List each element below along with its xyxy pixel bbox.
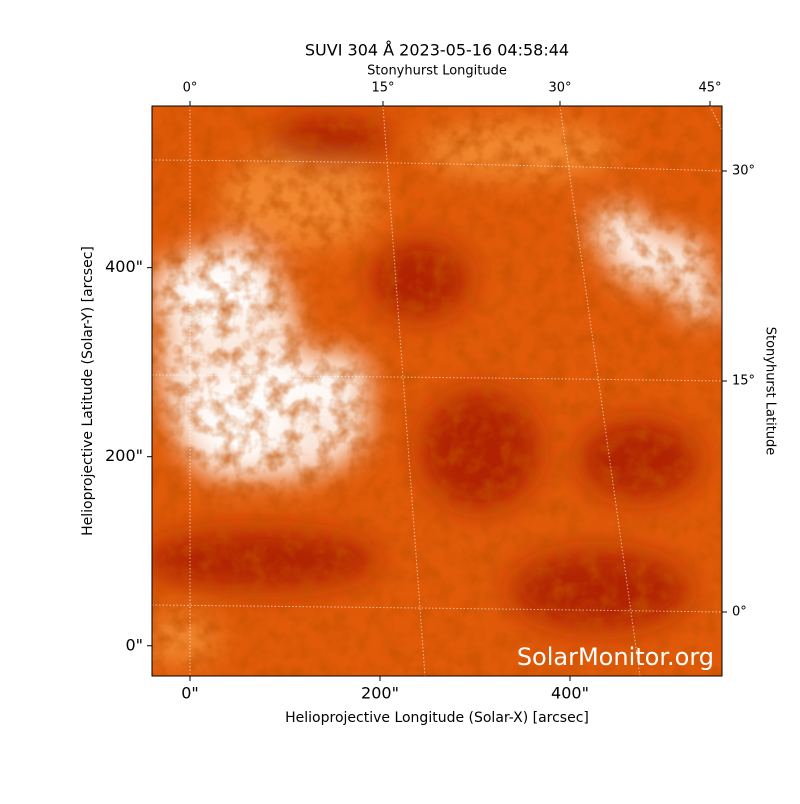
chart-title: SUVI 304 Å 2023-05-16 04:58:44 [305,41,569,60]
x-tick-label: 0" [181,684,199,703]
x-tick-label: 200" [361,684,399,703]
top-axis-label: Stonyhurst Longitude [367,64,507,79]
y-tick-label: 0" [125,635,143,654]
top-tick-label: 0° [183,81,198,96]
right-tick-label: 30° [732,164,755,179]
y-tick-label: 200" [105,446,143,465]
right-axis-label: Stonyhurst Latitude [763,327,778,456]
solar-image [152,106,722,676]
x-axis-label: Helioprojective Longitude (Solar-X) [arc… [285,710,589,726]
right-tick-label: 15° [732,374,755,389]
stonyhurst-grid [152,106,722,676]
x-tick-label: 400" [551,684,589,703]
top-tick-label: 45° [698,81,721,96]
watermark: SolarMonitor.org [517,643,714,671]
image-texture [152,106,722,676]
right-tick-label: 0° [732,605,747,620]
top-tick-label: 15° [371,81,394,96]
y-axis-label: Helioprojective Latitude (Solar-Y) [arcs… [80,246,96,536]
top-tick-label: 30° [548,81,571,96]
plot-frame [151,105,723,677]
y-tick-label: 400" [105,257,143,276]
